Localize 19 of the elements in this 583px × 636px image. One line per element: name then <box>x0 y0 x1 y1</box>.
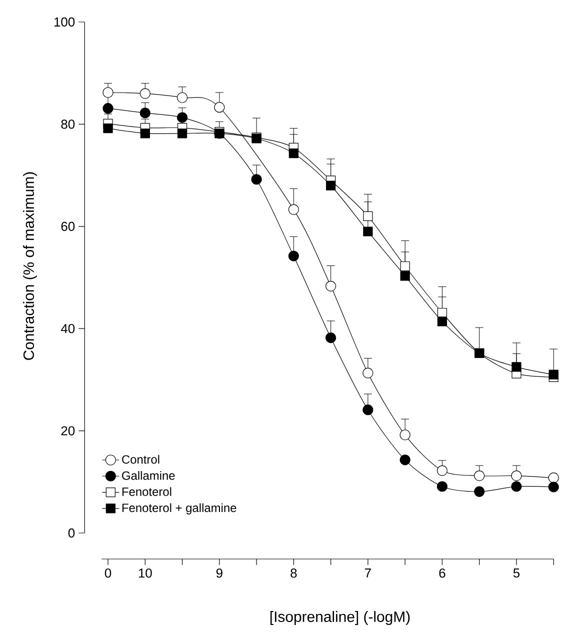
y-tick-label: 20 <box>61 426 75 436</box>
x-tick-label: 6 <box>439 568 446 578</box>
x-tick-label: 10 <box>138 568 152 578</box>
y-tick-label: 100 <box>54 17 75 27</box>
x-tick-label: 8 <box>290 568 297 578</box>
y-tick-label: 40 <box>60 324 75 334</box>
x-tick-label: 5 <box>513 568 520 578</box>
y-tick-label: 80 <box>61 120 75 129</box>
legend-label: Fenoterol <box>122 487 172 496</box>
y-tick-label: 0 <box>68 528 75 538</box>
y-tick-label: 60 <box>61 222 75 231</box>
y-axis-title: Contraction (% of maximum) <box>23 172 37 360</box>
x-tick-label: 0 <box>104 568 112 578</box>
x-tick-label: 9 <box>216 568 222 578</box>
legend-label: Gallamine <box>122 471 175 480</box>
legend-label: Control <box>122 454 160 464</box>
legend-label: Fenoterol + gallamine <box>122 503 236 514</box>
x-tick-label: 7 <box>365 568 371 578</box>
x-axis-title: [Isoprenaline] (-logM) <box>270 611 410 625</box>
